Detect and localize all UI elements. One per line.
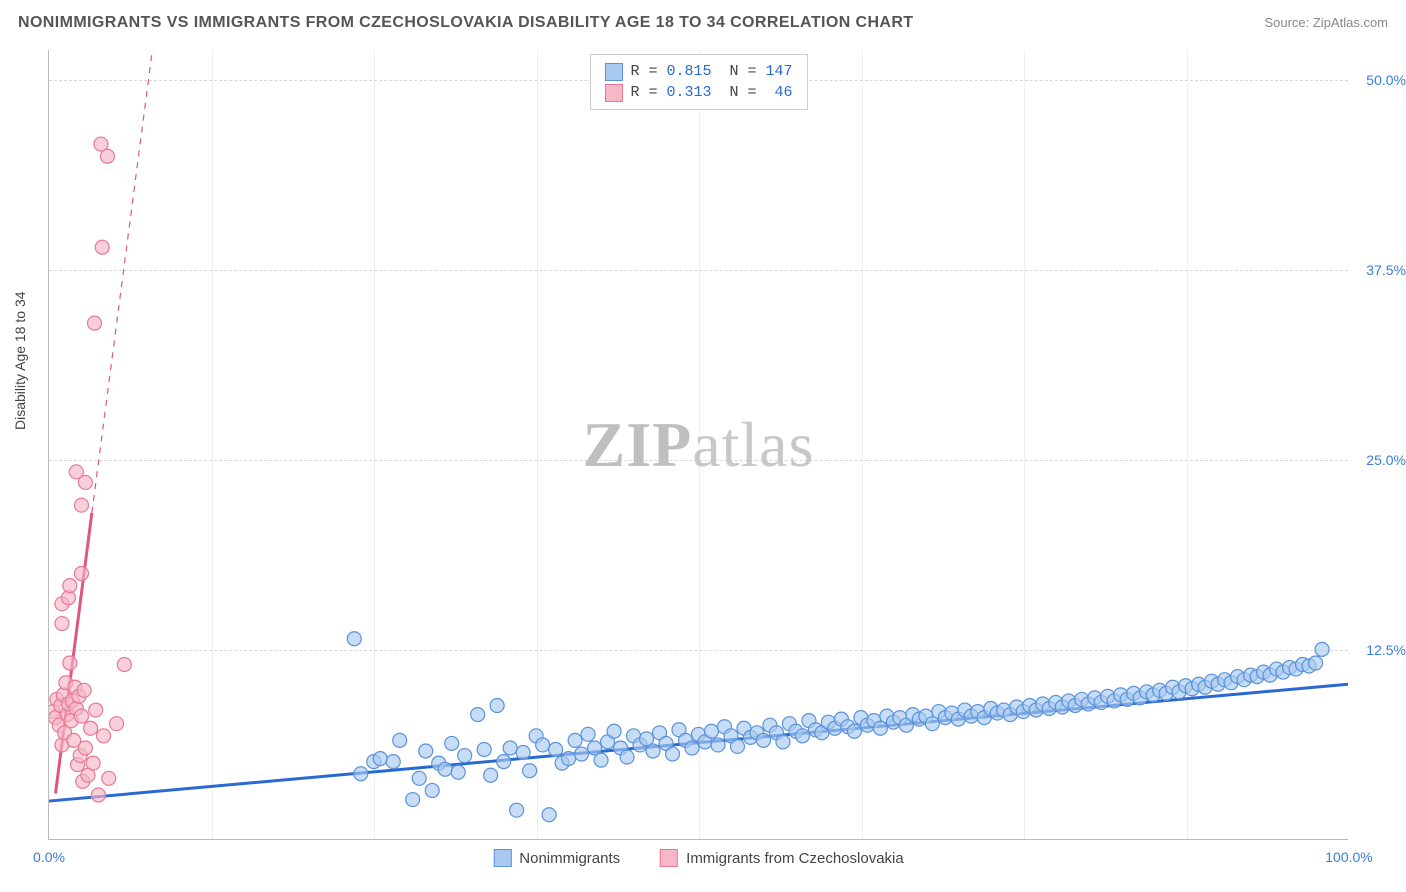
ytick-label: 37.5% (1366, 262, 1406, 278)
legend-item-nonimmigrants: Nonimmigrants (493, 849, 620, 867)
xtick-label: 100.0% (1325, 849, 1372, 865)
chart-title: NONIMMIGRANTS VS IMMIGRANTS FROM CZECHOS… (18, 14, 913, 32)
y-axis-title: Disability Age 18 to 34 (12, 291, 28, 430)
xtick-label: 0.0% (33, 849, 65, 865)
ytick-label: 25.0% (1366, 452, 1406, 468)
legend-swatch-immigrants (660, 849, 678, 867)
plot-area: ZIPatlas R = 0.815 N = 147 R = 0.313 N =… (48, 50, 1348, 840)
scatter-svg (49, 50, 1348, 839)
ytick-label: 12.5% (1366, 642, 1406, 658)
legend-bottom: Nonimmigrants Immigrants from Czechoslov… (493, 849, 903, 867)
ytick-label: 50.0% (1366, 72, 1406, 88)
chart-source: Source: ZipAtlas.com (1264, 15, 1388, 30)
legend-swatch-nonimmigrants (493, 849, 511, 867)
legend-item-immigrants: Immigrants from Czechoslovakia (660, 849, 904, 867)
legend-label-immigrants: Immigrants from Czechoslovakia (686, 850, 904, 867)
legend-label-nonimmigrants: Nonimmigrants (519, 850, 620, 867)
